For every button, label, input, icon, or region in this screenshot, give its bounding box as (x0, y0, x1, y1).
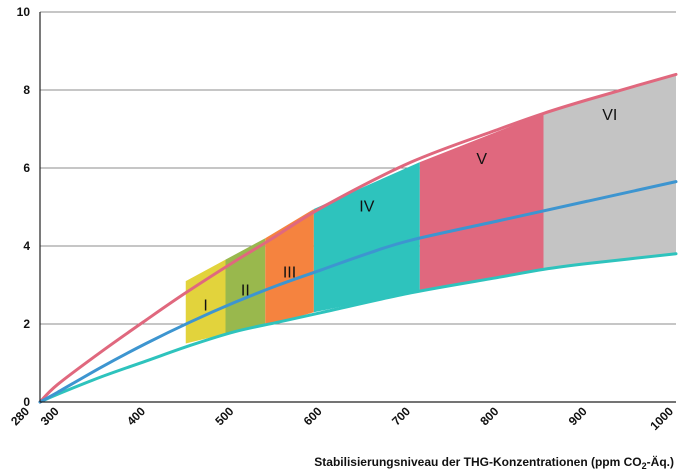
y-tick-0: 0 (23, 395, 30, 409)
band-label-IV: IV (359, 199, 374, 216)
x-tick-500: 500 (212, 404, 236, 428)
curve-middle (38, 180, 678, 404)
x-tick-1000: 1000 (647, 404, 676, 433)
band-label-I: I (203, 298, 207, 315)
x-tick-800: 800 (477, 404, 501, 428)
band-label-VI: VI (602, 107, 617, 124)
x-tick-600: 600 (301, 404, 325, 428)
band-label-II: II (241, 282, 250, 299)
curve-lower (38, 252, 678, 404)
x-tick-300: 300 (38, 404, 62, 428)
x-axis-label: Stabilisierungsniveau der THG-Konzentrat… (314, 454, 674, 471)
band-IV (313, 162, 420, 313)
curves (38, 72, 678, 404)
band-label-III: III (283, 264, 296, 281)
y-tick-10: 10 (17, 5, 31, 19)
y-tick-6: 6 (23, 161, 30, 175)
x-tick-700: 700 (389, 404, 413, 428)
y-tick-8: 8 (23, 83, 30, 97)
band-I (185, 259, 226, 344)
band-label-V: V (476, 151, 487, 168)
x-tick-900: 900 (566, 404, 590, 428)
x-tick-400: 400 (124, 404, 148, 428)
band-III (265, 208, 314, 326)
curve-upper (38, 72, 678, 404)
y-tick-4: 4 (23, 239, 30, 253)
stabilization-bands (185, 74, 676, 344)
band-VI (543, 74, 676, 270)
y-tick-2: 2 (23, 317, 30, 331)
band-V (419, 113, 544, 291)
